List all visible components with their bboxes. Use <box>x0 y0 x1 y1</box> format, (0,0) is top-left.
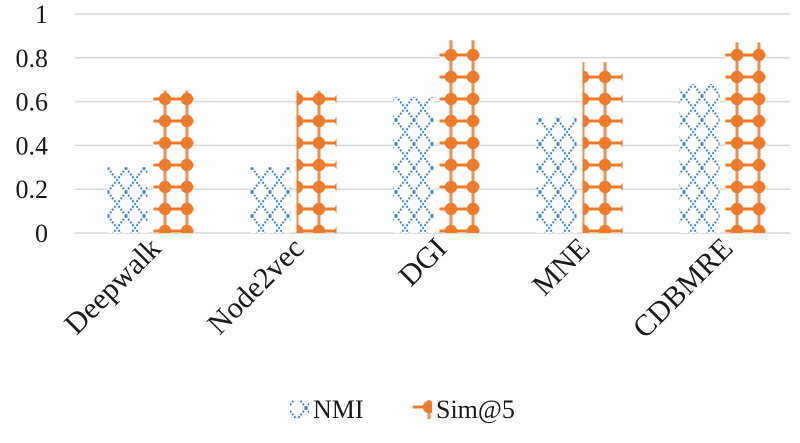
bar-sim5-cdbmre <box>725 42 766 233</box>
bar-nmi-dgi <box>393 97 434 233</box>
legend-swatch-sim5 <box>413 400 432 419</box>
y-tick-label: 0.2 <box>16 175 49 204</box>
x-axis-category-labels: Deepwalk Node2vec DGI MNE CDBMRE <box>58 232 739 345</box>
y-tick-label: 0.6 <box>16 88 49 117</box>
bar-nmi-deepwalk <box>107 167 148 233</box>
legend-item-nmi: NMI <box>290 395 364 424</box>
x-category-label: MNE <box>526 232 596 302</box>
x-category-label: DGI <box>392 232 453 293</box>
y-tick-label: 0 <box>35 219 48 248</box>
legend-item-sim5: Sim@5 <box>413 395 515 424</box>
x-category-label: Node2vec <box>201 232 310 341</box>
y-axis-tick-labels: 0 0.2 0.4 0.6 0.8 1 <box>16 0 49 248</box>
y-tick-label: 1 <box>35 0 48 29</box>
x-category-label: Deepwalk <box>58 232 167 341</box>
bar-sim5-deepwalk <box>153 90 194 234</box>
legend-label-nmi: NMI <box>313 395 364 424</box>
bars <box>107 40 766 234</box>
legend: NMI Sim@5 <box>290 395 515 424</box>
bar-sim5-dgi <box>439 40 480 233</box>
legend-label-sim5: Sim@5 <box>436 395 515 424</box>
bar-nmi-mne <box>536 116 577 233</box>
bar-sim5-node2vec <box>296 90 337 234</box>
y-tick-label: 0.8 <box>16 44 49 73</box>
x-category-label: CDBMRE <box>627 232 740 345</box>
bar-sim5-mne <box>582 62 623 234</box>
bar-nmi-cdbmre <box>679 84 720 233</box>
y-tick-label: 0.4 <box>16 131 49 160</box>
bar-nmi-node2vec <box>250 167 291 233</box>
legend-swatch-nmi <box>290 400 309 419</box>
